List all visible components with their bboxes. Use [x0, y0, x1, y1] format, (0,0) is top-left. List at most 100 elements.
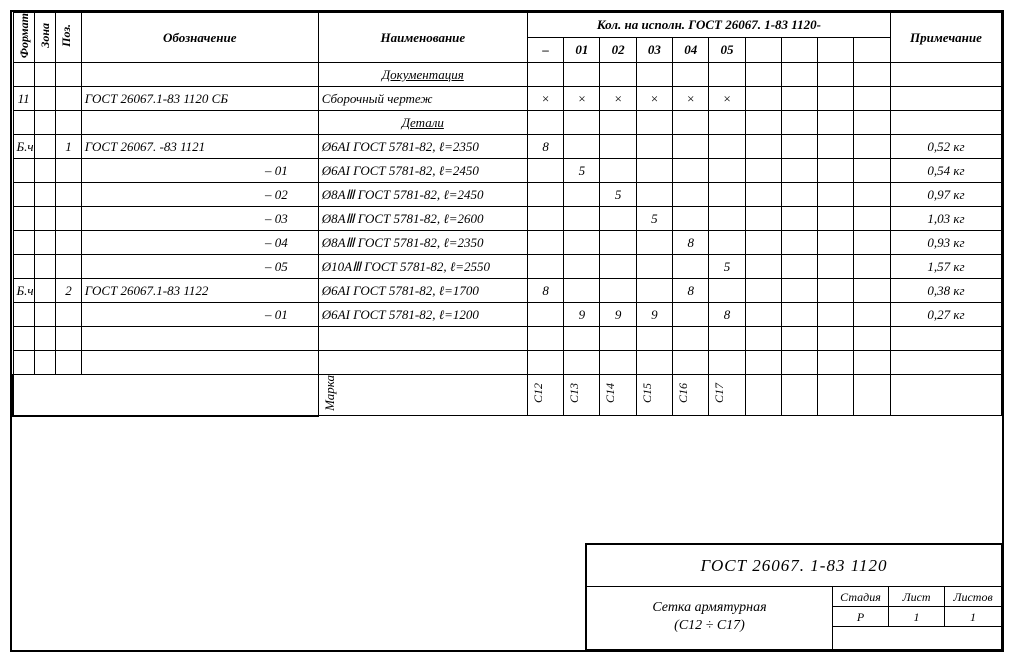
cell-oboz: ГОСТ 26067. -83 1121 — [81, 135, 318, 159]
cell-qty — [527, 159, 563, 183]
cell-format: Б.ч. — [13, 279, 34, 303]
cell-qty — [854, 255, 890, 279]
section-det: Детали — [318, 111, 527, 135]
hdr-poz: Поз. — [59, 24, 78, 47]
cell-qty — [818, 303, 854, 327]
cell-poz: 2 — [56, 279, 82, 303]
cell-qty — [781, 135, 817, 159]
cell-qty: 5 — [636, 207, 672, 231]
mark-cell: С17 — [712, 383, 741, 403]
cell-naim: Ø6AI ГОСТ 5781-82, ℓ=1700 — [318, 279, 527, 303]
cell-qty — [564, 279, 600, 303]
title-block: ГОСТ 26067. 1-83 1120 Сетка армятурная (… — [585, 543, 1003, 651]
cell-naim: Сборочный чертеж — [318, 87, 527, 111]
hdr-kol: Кол. на исполн. ГОСТ 26067. 1-83 1120- — [527, 13, 890, 38]
cell-qty — [781, 159, 817, 183]
cell-zona — [34, 303, 55, 327]
cell-zona — [34, 159, 55, 183]
tb-stad: Р — [833, 607, 889, 626]
cell-qty — [854, 231, 890, 255]
cell-qty — [600, 231, 636, 255]
cell-qty — [673, 207, 709, 231]
cell-format — [13, 159, 34, 183]
cell-qty — [527, 207, 563, 231]
cell-zona — [34, 183, 55, 207]
cell-qty — [781, 279, 817, 303]
cell-oboz: – 03 — [81, 207, 318, 231]
cell-qty — [636, 159, 672, 183]
cell-qty — [673, 159, 709, 183]
hdr-zona: Зона — [38, 23, 52, 48]
cell-qty — [527, 255, 563, 279]
cell-qty — [854, 303, 890, 327]
cell-qty: 5 — [564, 159, 600, 183]
cell-prim: 1,57 кг — [890, 255, 1001, 279]
cell-qty — [854, 159, 890, 183]
cell-qty: × — [564, 87, 600, 111]
mark-cell: С15 — [640, 383, 669, 403]
cell-qty — [818, 183, 854, 207]
cell-qty — [745, 231, 781, 255]
drawing-sheet: Формат Зона Поз. Обозначение Наименовани… — [10, 10, 1004, 652]
cell-qty: × — [527, 87, 563, 111]
cell-oboz: – 04 — [81, 231, 318, 255]
cell-qty — [745, 183, 781, 207]
cell-qty: 8 — [673, 231, 709, 255]
cell-qty — [636, 279, 672, 303]
cell-prim: 0,97 кг — [890, 183, 1001, 207]
cell-format — [13, 207, 34, 231]
cell-qty: × — [600, 87, 636, 111]
cell-qty — [745, 303, 781, 327]
cell-zona — [34, 135, 55, 159]
cell-qty: 9 — [636, 303, 672, 327]
cell-qty — [818, 231, 854, 255]
cell-qty — [527, 303, 563, 327]
cell-qty — [709, 183, 745, 207]
cell-poz: 1 — [56, 135, 82, 159]
marka-label: Марка — [322, 375, 524, 411]
cell-zona — [34, 231, 55, 255]
cell-qty — [818, 87, 854, 111]
cell-oboz: – 05 — [81, 255, 318, 279]
cell-qty — [564, 255, 600, 279]
cell-qty — [781, 231, 817, 255]
cell-qty: × — [709, 87, 745, 111]
cell-qty — [818, 135, 854, 159]
cell-format — [13, 255, 34, 279]
cell-qty — [745, 87, 781, 111]
tb-listov-h: Листов — [945, 587, 1001, 606]
tb-listov: 1 — [945, 607, 1001, 626]
cell-qty — [600, 135, 636, 159]
cell-qty: 8 — [527, 135, 563, 159]
cell-poz — [56, 159, 82, 183]
cell-poz — [56, 87, 82, 111]
cell-prim: 0,52 кг — [890, 135, 1001, 159]
cell-qty — [781, 207, 817, 231]
tb-list-h: Лист — [889, 587, 945, 606]
hdr-naim: Наименование — [318, 13, 527, 63]
cell-qty — [673, 183, 709, 207]
cell-zona — [34, 207, 55, 231]
cell-qty: 9 — [600, 303, 636, 327]
cell-prim: 0,54 кг — [890, 159, 1001, 183]
cell-qty — [600, 207, 636, 231]
cell-qty — [564, 135, 600, 159]
cell-qty — [564, 231, 600, 255]
cell-qty — [854, 183, 890, 207]
cell-prim: 1,03 кг — [890, 207, 1001, 231]
cell-zona — [34, 279, 55, 303]
cell-format — [13, 183, 34, 207]
cell-qty — [636, 255, 672, 279]
cell-naim: Ø10AⅢ ГОСТ 5781-82, ℓ=2550 — [318, 255, 527, 279]
cell-naim: Ø6AI ГОСТ 5781-82, ℓ=2450 — [318, 159, 527, 183]
cell-prim: 0,38 кг — [890, 279, 1001, 303]
cell-poz — [56, 303, 82, 327]
cell-zona — [34, 255, 55, 279]
hdr-qcol: 04 — [673, 38, 709, 63]
tb-desc1: Сетка армятурная — [652, 600, 766, 615]
cell-poz — [56, 231, 82, 255]
mark-cell: С13 — [567, 383, 596, 403]
mark-cell: С14 — [603, 383, 632, 403]
cell-prim: 0,93 кг — [890, 231, 1001, 255]
cell-qty: × — [636, 87, 672, 111]
